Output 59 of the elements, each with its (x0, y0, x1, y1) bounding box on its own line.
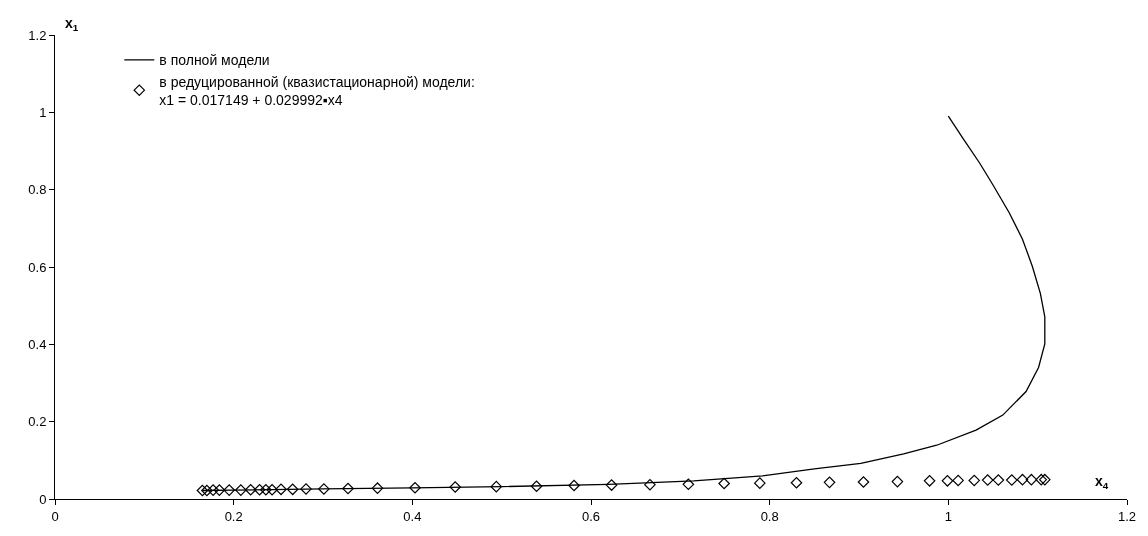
point (371, 482, 384, 494)
point (718, 477, 730, 490)
point (981, 474, 994, 486)
point (823, 476, 836, 489)
point (253, 483, 266, 496)
point (568, 479, 580, 492)
point (754, 477, 766, 489)
y-tick-label: 0.2 (28, 414, 47, 430)
y-tick-label: 1 (39, 104, 47, 120)
y-tick-label: 1.2 (28, 27, 47, 43)
point (1016, 473, 1029, 486)
point (923, 475, 936, 487)
point (1005, 474, 1018, 486)
x-tick-label: 0.6 (581, 508, 601, 524)
point (644, 478, 656, 491)
point (790, 476, 803, 489)
point (952, 474, 964, 487)
point (682, 478, 695, 491)
x-tick-label: 0.2 (224, 508, 243, 524)
point (201, 484, 213, 497)
point (1039, 473, 1051, 486)
point (490, 480, 503, 493)
point (266, 483, 278, 496)
point (530, 480, 543, 493)
point (235, 484, 247, 496)
point (857, 476, 870, 488)
x-tick-label: 1.2 (1117, 508, 1137, 524)
point (941, 475, 954, 487)
x-tick-label: 1 (944, 508, 952, 524)
y-tick-label: 0.4 (28, 336, 47, 352)
x-tick-label: 0.4 (403, 508, 422, 524)
x-tick-label: 0 (51, 508, 59, 524)
point (223, 484, 235, 496)
point (196, 484, 209, 497)
x-tick-label: 0.8 (760, 508, 779, 524)
legend-label: в полной модели (159, 52, 270, 69)
legend-label: в редуцированной (квазистационарной) модели: x1 = 0.017149 + 0.029992▪x4 (159, 73, 475, 108)
point (275, 483, 287, 496)
point (1035, 473, 1048, 486)
point (300, 483, 312, 495)
point (207, 484, 219, 496)
y-tick-label: 0.8 (28, 182, 47, 198)
point (968, 474, 981, 487)
y-tick-label: 0.6 (28, 259, 47, 275)
point (342, 482, 354, 495)
point (605, 479, 618, 491)
point (992, 474, 1005, 486)
point (409, 481, 421, 494)
point (318, 483, 330, 495)
point (1025, 473, 1038, 486)
x-axis-title: x$_{4}$ (1095, 473, 1109, 491)
point (449, 481, 462, 493)
point (260, 483, 272, 496)
point (244, 483, 257, 496)
point (213, 484, 226, 496)
point (286, 483, 299, 496)
y-axis-title: x$_{1}$ (65, 15, 79, 33)
y-tick-label: 0 (39, 491, 47, 507)
point (891, 475, 904, 488)
